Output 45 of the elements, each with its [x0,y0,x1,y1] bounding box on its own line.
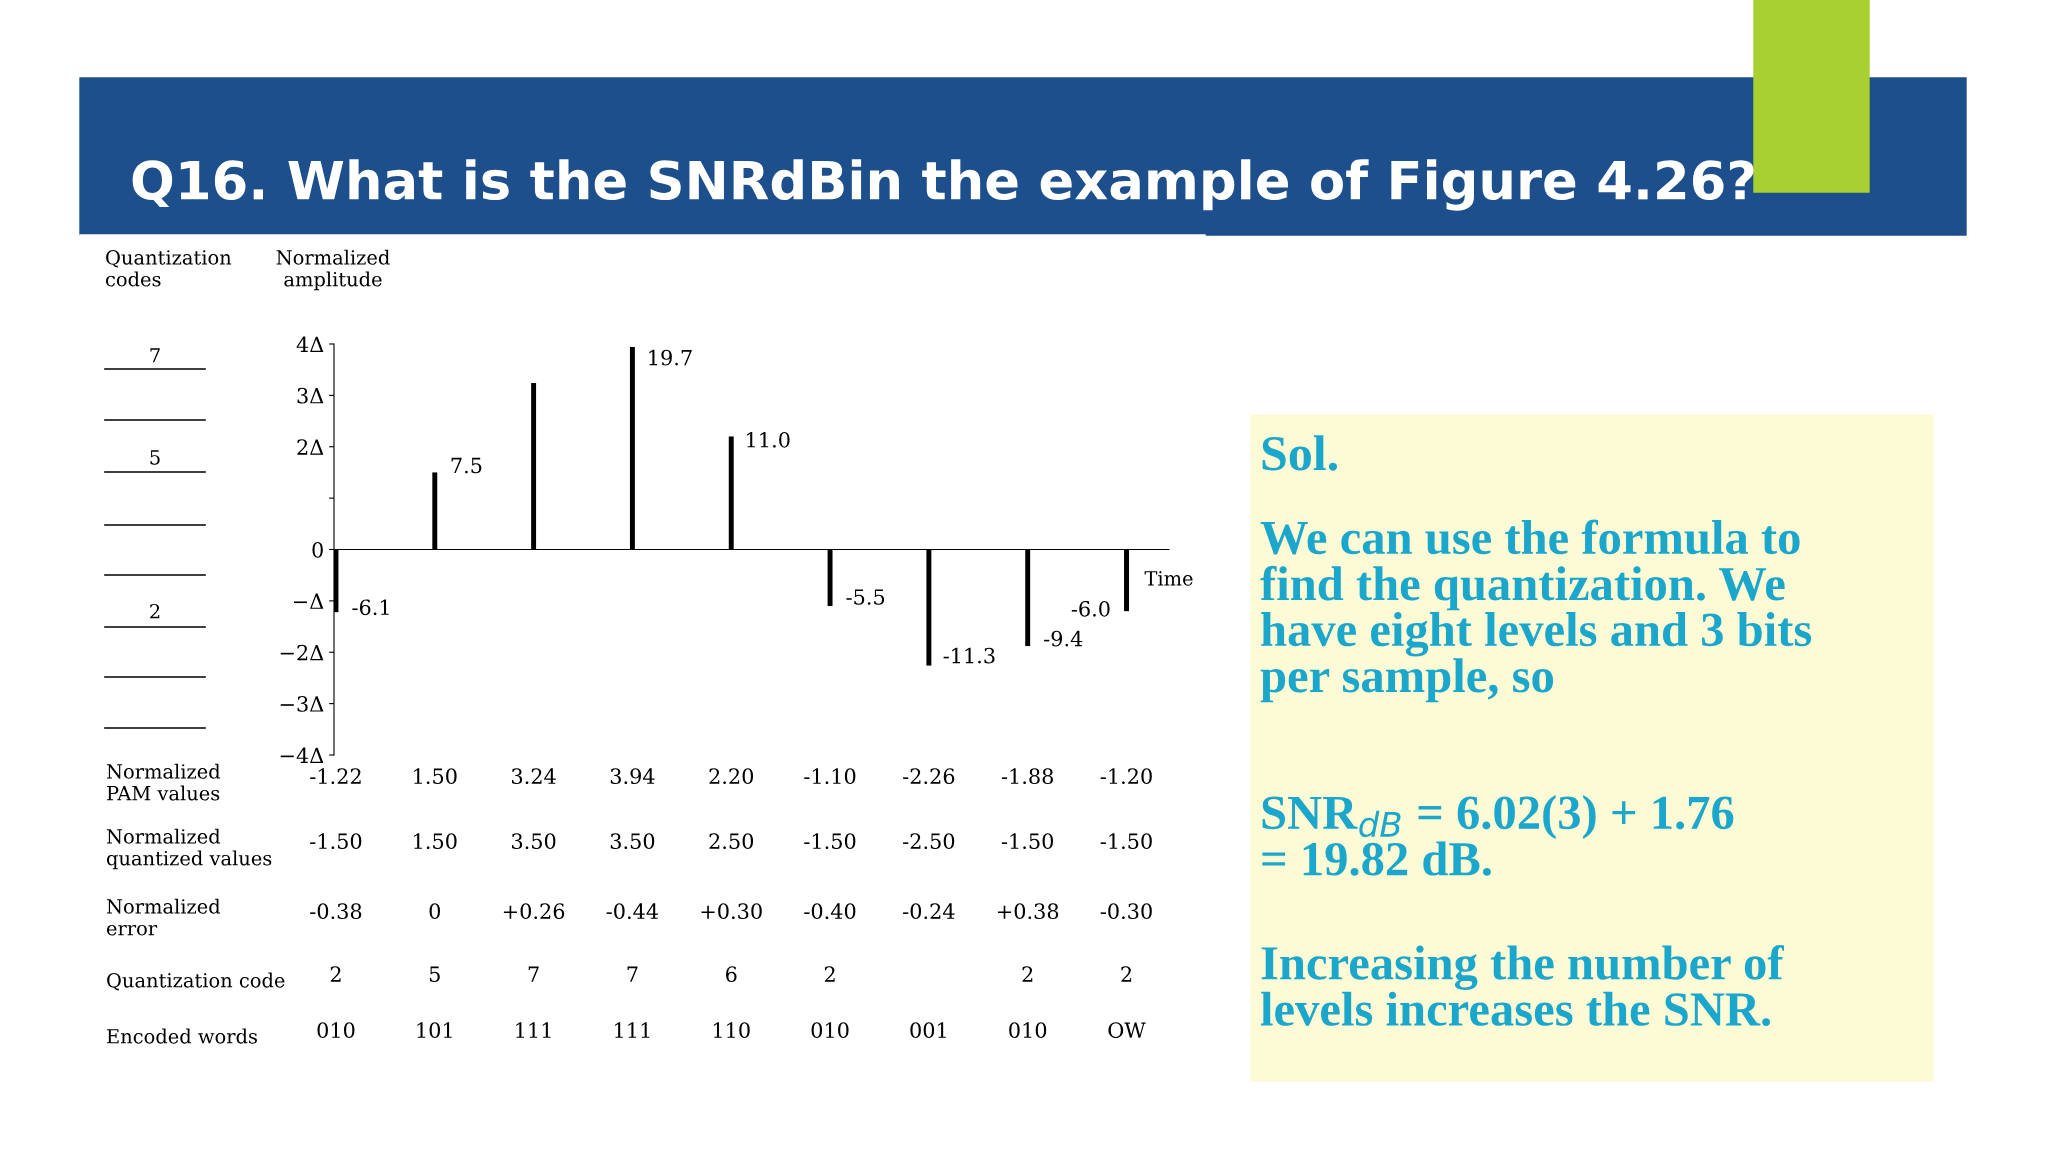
data-label: -1.10 [804,768,856,785]
chart-title: Q16. What is the SNRdBin the example of Figure 4.26? [132,159,1754,211]
text: Quantization code [107,972,285,991]
annotation: -5.5 [846,589,885,605]
annotation: -11.3 [943,647,995,664]
text: Normalized quantized values [106,828,272,870]
text: We can use the formula to find the quantization. We have eight levels and 3 bits per sample, so [1260,519,1812,703]
data-label: 2.20 [709,768,754,785]
text: 2 5 7 7 6 2 2 2 [330,966,1132,983]
data-label: -1.22 [310,768,361,785]
data-label: -1.88 [1001,768,1053,785]
data-label: 1.50 [414,768,457,785]
text: Normalized error [106,898,221,936]
data-label: -2.26 [903,768,955,785]
text: 2 [150,603,160,619]
text: 5 [150,450,160,465]
text: Increasing the number of levels increases the SNR. [1260,945,1785,1027]
y-tick-label: 2Δ [297,439,324,455]
y-axis-title: Normalized amplitude [276,249,390,291]
annotation: -6.1 [352,599,389,616]
annotation: 7.5 [451,457,482,474]
data-label: -1.20 [1100,768,1152,785]
y-tick-label: −2Δ [280,644,324,661]
text: -1.50 1.50 3.50 3.50 2.50 -1.50 -2.50 -1.50 -1.50 [310,833,1152,850]
text: Normalized PAM values [106,763,221,801]
text: 010 101 111 111 110 010 001 010 OW [317,1022,1146,1039]
text: Sol. [1262,435,1337,471]
data-label: 3.94 [610,768,655,785]
y-tick-label: 4Δ [296,336,324,352]
text: -0.38 0 +0.26 -0.44 +0.30 -0.40 -0.24 +0.38 -0.30 [310,903,1152,920]
text: SNR$_{dB}$ = 6.02(3) + 1.76 = 19.82 dB. [1262,795,1734,876]
y-tick-label: 3Δ [297,387,324,404]
text: Quantization codes [105,250,232,287]
text: Encoded words [107,1028,257,1044]
annotation: 11.0 [747,431,790,448]
y-tick-label: 0 [312,541,323,558]
y-tick-label: −3Δ [280,696,324,712]
annotation: 19.7 [649,349,692,366]
text: 7 [150,348,160,363]
annotation: -9.4 [1044,630,1083,647]
data-label: 3.24 [512,768,556,785]
annotation: -6.0 [1071,600,1110,617]
y-tick-label: −4Δ [280,747,324,763]
x-axis-title: Time [1144,571,1193,586]
y-tick-label: −Δ [293,593,324,609]
